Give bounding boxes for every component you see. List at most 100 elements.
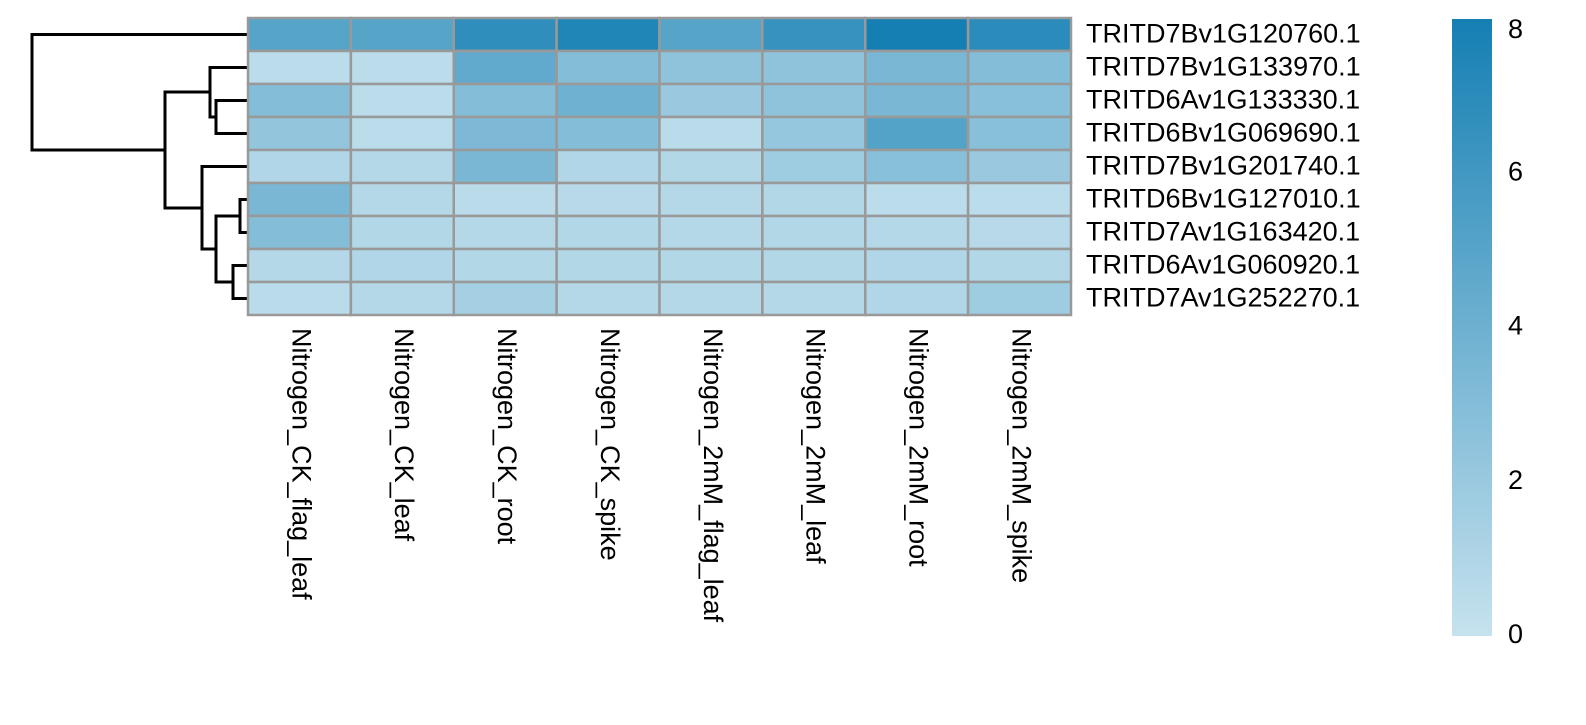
dendrogram-branch — [200, 165, 248, 251]
row-label: TRITD7Bv1G133970.1 — [1086, 52, 1361, 82]
heatmap-cell — [349, 214, 455, 251]
heatmap-cell — [452, 247, 558, 284]
heatmap-cell — [452, 214, 558, 251]
heatmap-cell — [246, 148, 353, 185]
heatmap-cell — [658, 247, 764, 284]
color-tick-label: 0 — [1508, 619, 1523, 649]
heatmap-cell — [246, 49, 353, 86]
heatmap-cell — [761, 16, 867, 53]
heatmap-cell — [349, 115, 455, 152]
heatmap-cell — [452, 16, 558, 53]
color-tick-label: 8 — [1508, 14, 1523, 44]
column-label: Nitrogen_CK_flag_leaf — [286, 328, 316, 600]
row-label: TRITD7Bv1G201740.1 — [1086, 151, 1361, 181]
heatmap-cell — [864, 181, 970, 218]
heatmap-cell — [349, 280, 455, 317]
dendrogram-branch — [163, 90, 210, 210]
heatmap-cell — [349, 181, 455, 218]
row-label: TRITD7Bv1G120760.1 — [1086, 19, 1361, 49]
heatmap-cell — [555, 148, 661, 185]
heatmap-cell — [658, 115, 764, 152]
dendrogram-branch — [231, 264, 248, 300]
heatmap-cell — [761, 214, 867, 251]
dendrogram-branch — [214, 99, 248, 135]
heatmap-cell — [658, 82, 764, 119]
column-label: Nitrogen_2mM_root — [904, 328, 934, 567]
heatmap-cell — [555, 16, 661, 53]
heatmap-cell — [966, 280, 1073, 317]
heatmap-cell — [349, 148, 455, 185]
heatmap-cell — [555, 181, 661, 218]
column-label: Nitrogen_CK_spike — [595, 328, 625, 561]
column-label: Nitrogen_2mM_leaf — [801, 328, 831, 564]
heatmap-cell — [658, 148, 764, 185]
heatmap-cell — [761, 115, 867, 152]
heatmap-cell — [658, 49, 764, 86]
row-label: TRITD6Bv1G069690.1 — [1086, 118, 1361, 148]
heatmap-cell — [246, 82, 353, 119]
row-label: TRITD6Av1G133330.1 — [1086, 85, 1360, 115]
heatmap-cell — [761, 82, 867, 119]
column-label: Nitrogen_2mM_flag_leaf — [698, 328, 728, 623]
heatmap-cell — [966, 214, 1073, 251]
heatmap-cell — [452, 148, 558, 185]
heatmap-cell — [555, 82, 661, 119]
heatmap-cell — [452, 280, 558, 317]
dendrogram-branch — [30, 33, 248, 152]
column-label: Nitrogen_2mM_spike — [1006, 328, 1036, 583]
heatmap-cell — [966, 247, 1073, 284]
column-label: Nitrogen_CK_root — [492, 328, 522, 545]
heatmap-cell — [966, 82, 1073, 119]
column-label: Nitrogen_CK_leaf — [389, 328, 419, 542]
heatmap-cell — [761, 181, 867, 218]
heatmap-cell — [246, 247, 353, 284]
heatmap-cell — [864, 148, 970, 185]
heatmap-cell — [452, 49, 558, 86]
heatmap-cell — [864, 247, 970, 284]
heatmap-cell — [555, 247, 661, 284]
heatmap-cell — [555, 280, 661, 317]
dendrogram-branch — [238, 198, 248, 234]
row-label: TRITD6Av1G060920.1 — [1086, 250, 1360, 280]
heatmap-cell — [864, 49, 970, 86]
heatmap-cell — [246, 214, 353, 251]
heatmap-cell — [966, 148, 1073, 185]
heatmap-cell — [658, 280, 764, 317]
row-label: TRITD7Av1G252270.1 — [1086, 283, 1360, 313]
heatmap-cell — [349, 49, 455, 86]
heatmap-cell — [761, 49, 867, 86]
heatmap-cell — [658, 214, 764, 251]
heatmap-cell — [452, 115, 558, 152]
heatmap-cell — [246, 16, 353, 53]
heatmap-cell — [452, 181, 558, 218]
color-tick-label: 4 — [1508, 311, 1523, 341]
heatmap-cell — [349, 16, 455, 53]
heatmap-cell — [246, 280, 353, 317]
heatmap-cell — [864, 214, 970, 251]
heatmap-cell — [555, 49, 661, 86]
heatmap-cell — [761, 247, 867, 284]
heatmap-cell — [555, 214, 661, 251]
heatmap-cell — [966, 49, 1073, 86]
heatmap-cell — [966, 181, 1073, 218]
dendrogram — [30, 33, 248, 300]
heatmap-cell — [452, 82, 558, 119]
row-label: TRITD6Bv1G127010.1 — [1086, 184, 1361, 214]
heatmap-cell — [246, 115, 353, 152]
heatmap-cell — [864, 280, 970, 317]
heatmap-cell — [864, 115, 970, 152]
dendrogram-branch — [208, 66, 248, 119]
color-bar — [1452, 19, 1492, 636]
heatmap-cell — [761, 280, 867, 317]
heatmap-cell — [555, 115, 661, 152]
heatmap-cell — [658, 16, 764, 53]
heatmap-cell — [349, 247, 455, 284]
color-tick-label: 6 — [1508, 156, 1523, 186]
color-tick-label: 2 — [1508, 465, 1523, 495]
heatmap-cell — [966, 115, 1073, 152]
heatmap-cell — [658, 181, 764, 218]
heatmap-cell — [349, 82, 455, 119]
row-label: TRITD7Av1G163420.1 — [1086, 217, 1360, 247]
